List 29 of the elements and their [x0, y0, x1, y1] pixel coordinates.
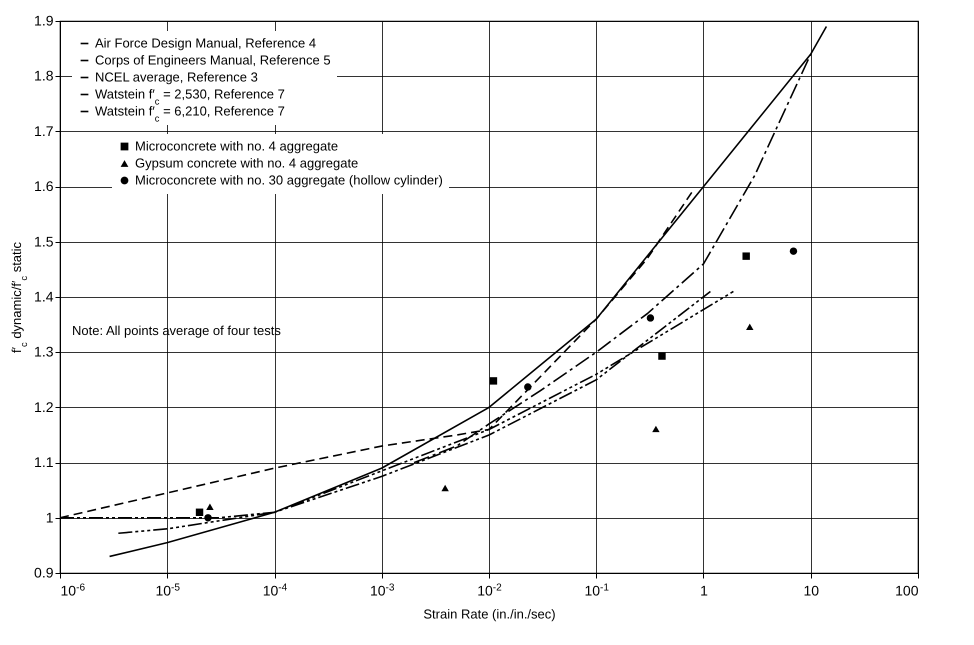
legend-label: Watstein f′$_{c}$ = 2,530, Reference 7 — [95, 86, 285, 106]
legend-label: Microconcrete with no. 30 aggregate (hollow cylinder) — [135, 172, 443, 188]
y-tick-label: 1 — [46, 509, 54, 526]
legend-label: Microconcrete with no. 4 aggregate — [135, 138, 338, 154]
y-tick-label: 1.6 — [34, 178, 54, 194]
x-axis-title: Strain Rate (in./in./sec) — [423, 606, 556, 622]
y-tick-label: 1.2 — [34, 398, 54, 415]
y-tick-label: 1.4 — [34, 288, 54, 304]
legend-label: Corps of Engineers Manual, Reference 5 — [95, 52, 331, 68]
legend-label: Air Force Design Manual, Reference 4 — [95, 36, 316, 50]
legend-label: Watstein f′$_{c}$ = 6,210, Reference 7 — [95, 104, 285, 123]
x-tick-label: 10$^{-2}$ — [477, 582, 502, 598]
x-tick-label: 10$^{-3}$ — [370, 582, 395, 598]
x-tick-label: 1 — [700, 582, 708, 598]
x-tick-label: 10$^{-6}$ — [60, 582, 86, 598]
x-tick-label: 10 — [803, 582, 820, 598]
x-tick-label: 10$^{-1}$ — [584, 582, 610, 598]
y-tick-label: 1.5 — [34, 233, 54, 250]
y-tick-label: 1.7 — [34, 122, 54, 139]
y-tick-label: 1.9 — [34, 12, 54, 28]
legend-label: NCEL average, Reference 3 — [95, 70, 258, 84]
x-tick-label: 10$^{-4}$ — [262, 582, 288, 598]
y-tick-label: 1.8 — [34, 68, 54, 84]
x-tick-label: 10$^{-5}$ — [155, 582, 180, 598]
y-tick-label: 1.1 — [34, 454, 54, 470]
legend-label: Gypsum concrete with no. 4 aggregate — [135, 156, 358, 170]
y-tick-label: 0.9 — [34, 564, 54, 580]
x-tick-label: 100 — [895, 582, 919, 598]
y-tick-label: 1.3 — [34, 344, 54, 360]
